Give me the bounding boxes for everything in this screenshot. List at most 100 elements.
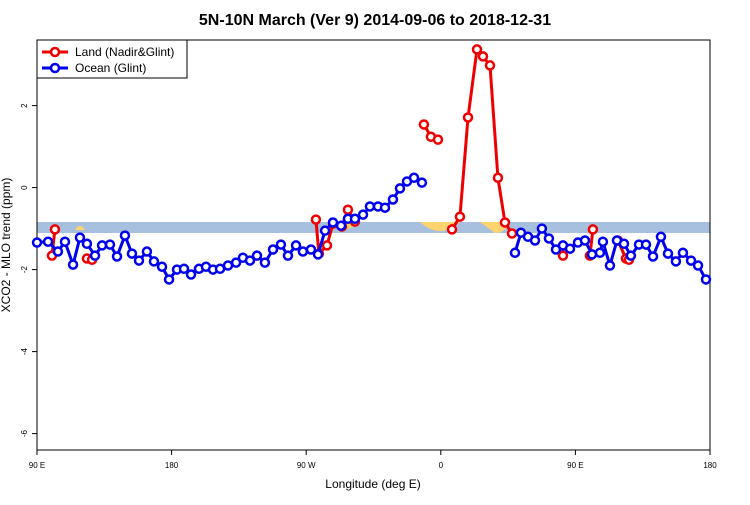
legend-label: Land (Nadir&Glint) — [75, 45, 174, 59]
data-point — [618, 238, 630, 250]
x-axis-label: Longitude (deg E) — [325, 477, 420, 491]
data-point — [349, 213, 361, 225]
x-tick-label: 90 E — [567, 461, 583, 470]
y-tick-label: -6 — [20, 429, 29, 437]
data-point — [492, 172, 504, 184]
data-point — [677, 247, 689, 259]
data-point — [251, 250, 263, 261]
data-point — [275, 239, 287, 250]
data-point — [357, 209, 369, 220]
data-point — [297, 246, 309, 257]
data-point — [185, 269, 197, 280]
data-point — [579, 235, 591, 246]
data-point — [454, 211, 466, 222]
data-point — [484, 60, 496, 71]
legend-label: Ocean (Glint) — [75, 61, 146, 75]
data-point — [529, 235, 541, 246]
data-point — [178, 263, 190, 275]
data-point — [604, 260, 616, 271]
data-point — [156, 261, 168, 272]
reference-band — [37, 222, 710, 233]
data-point — [104, 239, 116, 250]
data-point — [148, 256, 160, 267]
data-point — [133, 255, 145, 266]
data-point — [335, 220, 347, 231]
data-point — [52, 246, 64, 257]
data-point — [536, 223, 548, 234]
data-point — [111, 251, 123, 262]
data-point — [387, 194, 399, 205]
data-point — [471, 44, 483, 55]
data-point — [594, 247, 606, 259]
data-point — [543, 233, 555, 244]
data-point — [342, 204, 354, 215]
data-point — [692, 260, 704, 271]
data-point — [81, 238, 93, 250]
y-axis-label: XCO2 - MLO trend (ppm) — [0, 178, 13, 313]
legend-marker — [49, 46, 61, 58]
data-point — [364, 201, 376, 212]
data-point — [647, 251, 659, 262]
data-point — [499, 217, 511, 228]
data-point — [655, 231, 667, 243]
data-point — [432, 134, 444, 145]
y-tick-label: 0 — [20, 185, 29, 190]
data-point — [394, 183, 406, 194]
y-tick-label: 2 — [20, 103, 29, 108]
data-point — [379, 202, 391, 213]
data-point — [230, 257, 242, 268]
data-point — [321, 240, 333, 251]
data-point — [564, 243, 576, 254]
x-tick-label: 180 — [165, 461, 179, 470]
data-point — [670, 256, 682, 267]
x-tick-label: 0 — [439, 461, 444, 470]
data-point — [462, 112, 474, 123]
data-point — [509, 247, 521, 259]
data-point — [31, 237, 43, 248]
chart-title: 5N-10N March (Ver 9) 2014-09-06 to 2018-… — [199, 12, 551, 29]
plot-frame — [36, 39, 711, 451]
data-point — [586, 249, 598, 260]
data-point — [244, 255, 256, 266]
data-point — [89, 250, 101, 261]
data-point — [477, 51, 489, 62]
data-point — [49, 224, 61, 235]
x-tick-label: 90 W — [297, 461, 316, 470]
x-tick-label: 90 E — [29, 461, 45, 470]
data-point — [408, 172, 420, 184]
data-point — [506, 228, 518, 239]
data-point — [59, 236, 71, 247]
data-point — [42, 236, 54, 247]
data-point — [597, 236, 609, 247]
data-point — [640, 239, 652, 250]
data-point — [310, 214, 322, 225]
data-point — [319, 225, 331, 236]
data-point — [222, 260, 234, 271]
data-point — [557, 250, 569, 261]
data-point — [126, 248, 138, 259]
data-point — [625, 250, 637, 261]
data-point — [418, 119, 430, 130]
data-point — [163, 274, 175, 285]
data-point — [446, 224, 458, 235]
data-point — [327, 217, 339, 228]
data-point — [282, 250, 294, 261]
data-point — [587, 224, 599, 235]
data-point — [259, 257, 271, 268]
data-point — [74, 232, 86, 243]
data-point — [67, 259, 79, 270]
data-point — [305, 244, 317, 255]
data-point — [662, 248, 674, 259]
x-tick-label: 180 — [703, 461, 717, 470]
legend — [36, 39, 188, 79]
y-tick-label: -4 — [20, 347, 29, 355]
data-point — [141, 246, 153, 257]
data-point — [267, 244, 279, 255]
data-point — [685, 255, 697, 266]
data-point — [416, 177, 428, 188]
data-point — [290, 240, 302, 251]
legend-marker — [49, 62, 61, 74]
data-point — [119, 230, 131, 241]
data-point — [700, 274, 712, 285]
